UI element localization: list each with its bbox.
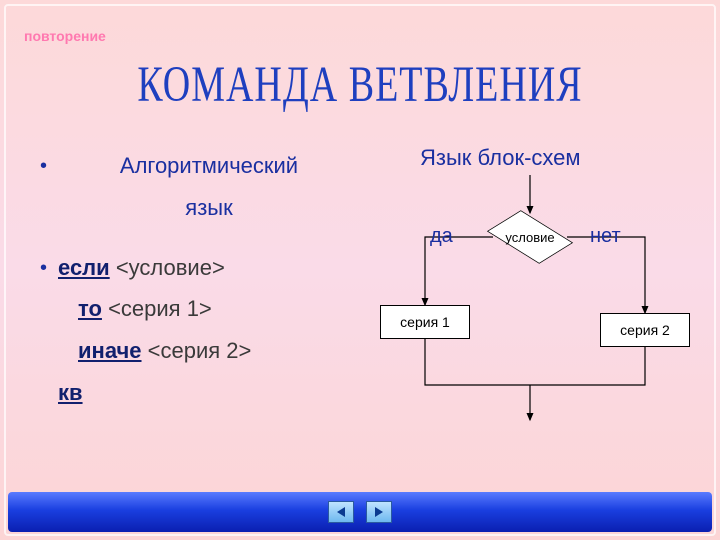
flowchart-diagram: условие серия 1 серия 2 да нет xyxy=(360,175,700,435)
node-series1-label: серия 1 xyxy=(400,314,450,330)
node-condition-label: условие xyxy=(493,213,567,261)
left-heading-l2: язык xyxy=(185,195,232,220)
kw-then: то xyxy=(78,296,102,321)
left-column: Алгоритмический язык если <условие> то <… xyxy=(40,145,360,414)
bottom-nav-bar xyxy=(8,492,712,532)
arg-s1: <серия 1> xyxy=(108,296,212,321)
edge-label-yes: да xyxy=(430,225,453,248)
left-heading-l1: Алгоритмический xyxy=(120,153,298,178)
node-series1: серия 1 xyxy=(380,305,470,339)
code-line-else: иначе <серия 2> xyxy=(78,330,360,372)
edge-label-no: нет xyxy=(590,225,621,248)
left-heading: Алгоритмический язык xyxy=(40,145,360,229)
right-heading: Язык блок-схем xyxy=(420,145,581,171)
prev-icon xyxy=(334,506,348,518)
corner-tag: повторение xyxy=(24,28,106,44)
node-series2-label: серия 2 xyxy=(620,322,670,338)
code-line-then: то <серия 1> xyxy=(78,288,360,330)
arg-cond: <условие> xyxy=(116,255,225,280)
slide-title: КОМАНДА ВЕТВЛЕНИЯ xyxy=(0,55,720,114)
kw-if: если xyxy=(58,255,110,280)
prev-button[interactable] xyxy=(328,501,354,523)
code-line-if: если <условие> xyxy=(40,247,360,289)
arg-s2: <серия 2> xyxy=(148,338,252,363)
next-button[interactable] xyxy=(366,501,392,523)
kw-end: кв xyxy=(58,380,83,405)
node-series2: серия 2 xyxy=(600,313,690,347)
kw-else: иначе xyxy=(78,338,142,363)
next-icon xyxy=(372,506,386,518)
node-condition: условие xyxy=(493,213,567,261)
